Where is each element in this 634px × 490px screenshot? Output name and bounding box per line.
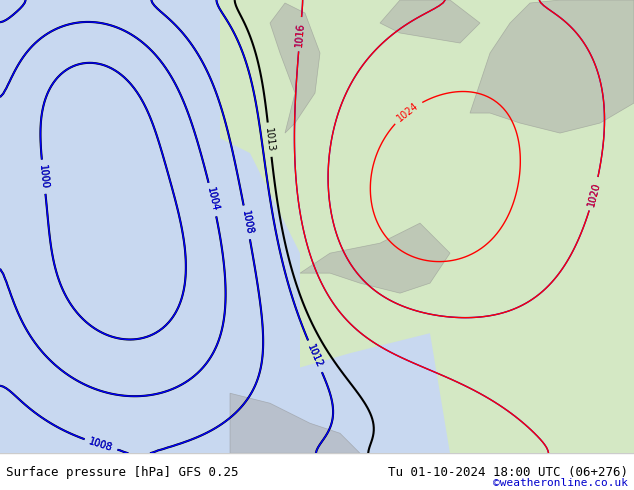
Text: 1016: 1016 bbox=[294, 22, 306, 47]
Text: 1012: 1012 bbox=[306, 343, 325, 369]
Text: ©weatheronline.co.uk: ©weatheronline.co.uk bbox=[493, 478, 628, 488]
Text: Surface pressure [hPa] GFS 0.25: Surface pressure [hPa] GFS 0.25 bbox=[6, 466, 239, 479]
Polygon shape bbox=[0, 0, 300, 453]
Text: 1016: 1016 bbox=[294, 22, 306, 47]
Polygon shape bbox=[380, 0, 480, 43]
Text: 1000: 1000 bbox=[37, 164, 50, 190]
Text: Tu 01-10-2024 18:00 UTC (06+276): Tu 01-10-2024 18:00 UTC (06+276) bbox=[387, 466, 628, 479]
Text: 1008: 1008 bbox=[87, 436, 114, 453]
Text: 1004: 1004 bbox=[205, 187, 220, 213]
Polygon shape bbox=[250, 333, 450, 453]
Text: 1004: 1004 bbox=[205, 187, 220, 213]
Text: 1013: 1013 bbox=[263, 127, 276, 152]
Text: 1020: 1020 bbox=[586, 181, 602, 207]
Text: 1008: 1008 bbox=[240, 209, 254, 235]
Polygon shape bbox=[270, 3, 320, 133]
Text: 1008: 1008 bbox=[87, 436, 114, 453]
Text: 1020: 1020 bbox=[586, 181, 602, 207]
Polygon shape bbox=[300, 223, 450, 293]
Polygon shape bbox=[470, 0, 634, 133]
Polygon shape bbox=[230, 393, 360, 453]
Text: 1024: 1024 bbox=[395, 100, 420, 123]
Polygon shape bbox=[0, 0, 220, 453]
Text: 1008: 1008 bbox=[240, 209, 254, 235]
Text: 1012: 1012 bbox=[306, 343, 325, 369]
Text: 1000: 1000 bbox=[37, 164, 50, 190]
